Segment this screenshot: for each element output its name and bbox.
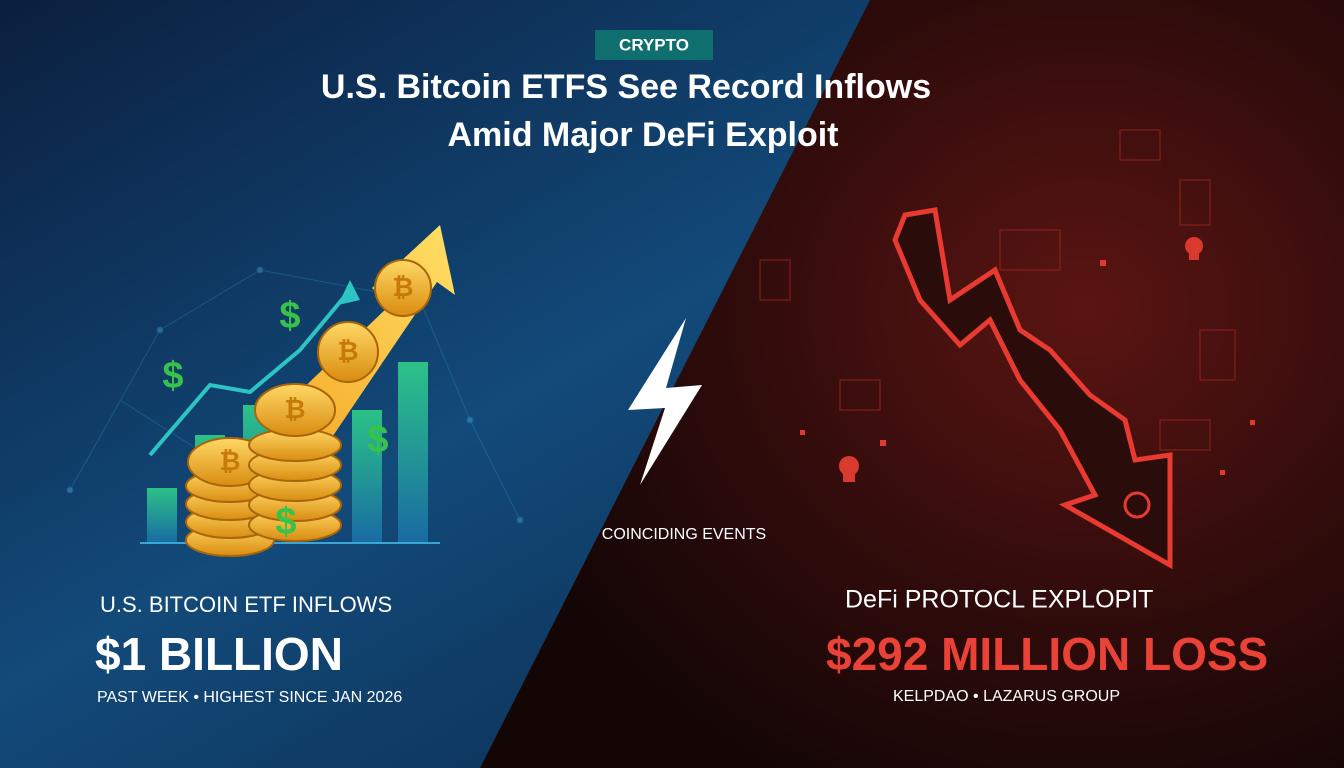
broken-arrow bbox=[892, 207, 1173, 570]
lightning-bolt bbox=[628, 318, 702, 485]
trend-arrowhead bbox=[338, 280, 360, 305]
right-detail: KELPDAO • LAZARUS GROUP bbox=[893, 688, 1120, 705]
tag-badge bbox=[595, 30, 713, 60]
network-lines bbox=[66, 266, 524, 524]
glitch-blocks bbox=[759, 129, 1236, 451]
skulls bbox=[839, 237, 1203, 482]
network-lines-part bbox=[156, 326, 164, 334]
coin-stacks-part bbox=[374, 259, 432, 317]
network-lines-part bbox=[69, 329, 161, 491]
red-dots-part bbox=[1250, 420, 1255, 425]
network-lines-part bbox=[159, 269, 261, 331]
skulls-part bbox=[843, 473, 855, 482]
skulls-part bbox=[839, 456, 859, 476]
glitch-blocks-part bbox=[1179, 179, 1211, 226]
growth-bars-part bbox=[147, 488, 177, 543]
skulls-part bbox=[1185, 237, 1203, 255]
dollar-signs-part: $ bbox=[279, 295, 300, 337]
right-value: $292 MILLION LOSS bbox=[826, 628, 1268, 680]
bitcoin-symbols-part: ₿ bbox=[219, 446, 240, 476]
left-detail: PAST WEEK • HIGHEST SINCE JAN 2026 bbox=[97, 689, 402, 706]
network-lines-part bbox=[469, 419, 521, 521]
glitch-blocks-part bbox=[1199, 329, 1236, 381]
skulls-part bbox=[1189, 252, 1199, 260]
glitch-blocks-part bbox=[1119, 129, 1161, 161]
coin-stacks-part bbox=[254, 383, 336, 437]
bitcoin-symbols-part: ₿ bbox=[337, 336, 358, 366]
left-label: U.S. BITCOIN ETF INFLOWS bbox=[100, 592, 392, 617]
dollar-signs-part: $ bbox=[162, 355, 183, 397]
left-value: $1 BILLION bbox=[95, 628, 343, 680]
right-label: DeFi PROTOCL EXPLOPIT bbox=[845, 586, 1153, 614]
red-dots-part bbox=[880, 440, 886, 446]
glitch-blocks-part bbox=[1159, 419, 1211, 451]
broken-coin bbox=[1123, 491, 1151, 519]
network-lines-part bbox=[66, 486, 74, 494]
bitcoin-symbols-part: ₿ bbox=[392, 272, 413, 302]
bitcoin-symbols-part: ₿ bbox=[284, 394, 305, 424]
red-dots-part bbox=[1220, 470, 1225, 475]
growth-bars-part bbox=[398, 362, 428, 543]
glitch-blocks-part bbox=[759, 259, 791, 301]
network-lines-part bbox=[256, 266, 264, 274]
trend-line bbox=[148, 288, 352, 457]
red-dots-part bbox=[1100, 260, 1106, 266]
tag: CRYPTO bbox=[619, 35, 689, 54]
dollar-signs-part: $ bbox=[275, 501, 296, 543]
dollar-signs: $ $ $ $ bbox=[162, 295, 388, 543]
dollar-signs-part: $ bbox=[367, 419, 388, 461]
center-label: COINCIDING EVENTS bbox=[602, 526, 766, 543]
title-line: U.S. Bitcoin ETFS See Record Inflows bbox=[321, 68, 931, 106]
coin-stacks-part bbox=[317, 321, 379, 383]
title-line: Amid Major DeFi Exploit bbox=[447, 116, 838, 154]
right-background bbox=[480, 0, 1344, 768]
coin-stacks bbox=[185, 259, 432, 557]
glitch-blocks-part bbox=[999, 229, 1061, 271]
red-dots-part bbox=[800, 430, 805, 435]
network-lines-part bbox=[419, 299, 471, 421]
network-lines-part bbox=[466, 416, 474, 424]
bitcoin-symbols: ₿ ₿ ₿ ₿ bbox=[219, 272, 413, 476]
network-lines-part bbox=[516, 516, 524, 524]
glitch-blocks-part bbox=[839, 379, 881, 411]
growth-bars-part bbox=[352, 410, 382, 543]
